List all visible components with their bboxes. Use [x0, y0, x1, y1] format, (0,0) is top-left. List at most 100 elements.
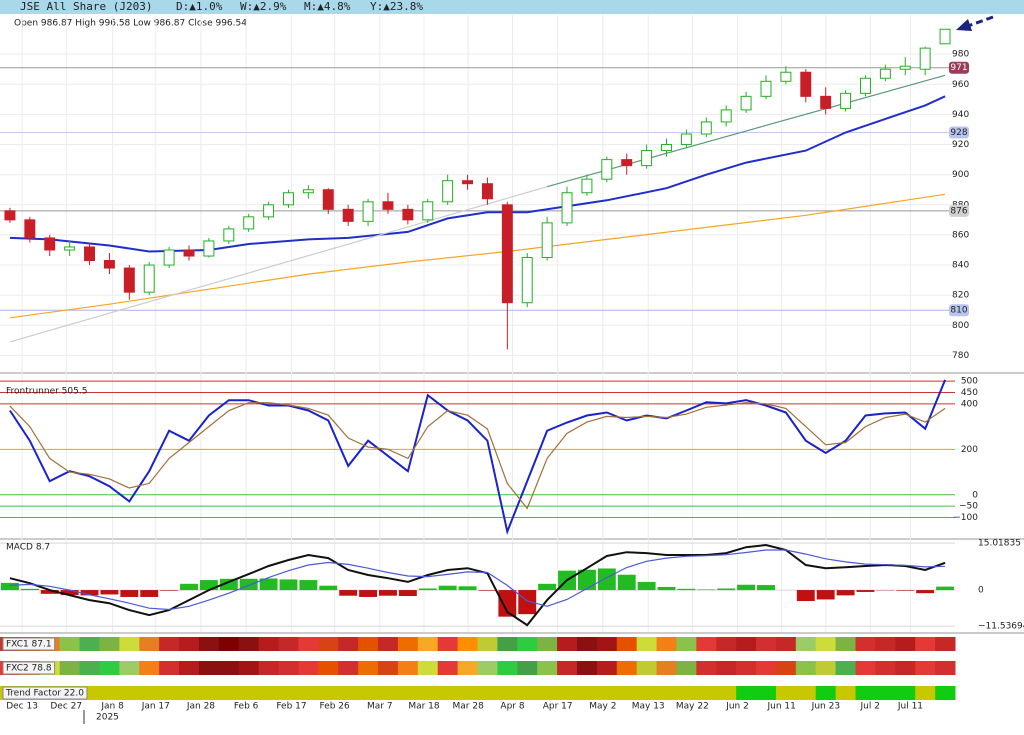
strip-title-box [2, 686, 88, 700]
heat-cell [198, 661, 220, 675]
heat-cell [497, 686, 518, 700]
heat-cell [935, 686, 956, 700]
heat-cell [656, 661, 677, 675]
level-label: 928 [950, 128, 967, 138]
candle-body [780, 71, 792, 82]
histogram-bar [319, 585, 338, 591]
heat-cell [756, 637, 777, 651]
heat-cell [716, 686, 737, 700]
heat-cell [139, 637, 160, 651]
y-tick-label: 15.01835 [978, 539, 1021, 549]
heat-cell [139, 661, 160, 675]
candle-body [521, 257, 533, 304]
heat-cell [378, 661, 399, 675]
y-tick-label: 0 [972, 490, 978, 500]
x-tick-label: Jun 11 [767, 702, 796, 712]
candle-body [263, 204, 275, 218]
heat-cell [397, 637, 419, 651]
heat-cell [576, 661, 598, 675]
candle-body [820, 95, 832, 109]
histogram-bar [359, 590, 378, 597]
histogram-bar [40, 590, 59, 594]
candle-body [64, 246, 76, 251]
histogram-bar [259, 578, 278, 591]
heat-cell [119, 661, 140, 675]
heat-cell [318, 661, 339, 675]
heat-cell [557, 637, 578, 651]
x-tick-label: Feb 17 [276, 702, 306, 712]
heat-cell [218, 661, 240, 675]
heat-cell [218, 686, 240, 700]
candle-body [84, 246, 96, 262]
y-tick-label: 500 [961, 377, 978, 387]
heat-cell [915, 637, 936, 651]
candle-body [919, 47, 931, 70]
y-tick-label: 860 [952, 230, 969, 240]
x-tick-label: Jan 8 [100, 702, 124, 712]
y-tick-label: 920 [952, 140, 969, 150]
heat-cell [517, 637, 538, 651]
x-tick-label: Dec 13 [6, 702, 38, 712]
histogram-bar [299, 580, 318, 591]
candle-body [680, 133, 692, 146]
histogram-bar [538, 583, 557, 591]
heat-cell [736, 686, 757, 700]
x-tick-label: Jul 11 [897, 702, 923, 712]
heat-cell [59, 637, 81, 651]
candle-body [621, 159, 633, 167]
level-box [949, 126, 969, 139]
candle-body [481, 183, 493, 200]
histogram-bar [458, 586, 477, 591]
histogram-bar [677, 588, 696, 591]
candle-body [203, 240, 215, 257]
heat-cell [716, 637, 737, 651]
heat-cell [676, 661, 697, 675]
level-box [949, 204, 969, 217]
candle-body [700, 121, 712, 135]
heat-cell [775, 686, 797, 700]
x-tick-label: May 13 [632, 702, 665, 712]
candle-body [661, 144, 672, 152]
heat-cell [497, 661, 518, 675]
heat-cell [119, 686, 140, 700]
histogram-bar [20, 588, 39, 591]
x-tick-label: Apr 8 [500, 702, 524, 712]
candle-body [581, 178, 593, 194]
histogram-bar [160, 590, 179, 591]
ohlc-info: Open 986.87 High 996.58 Low 986.87 Close… [14, 19, 247, 29]
y-tick-label: 980 [952, 50, 969, 60]
histogram-bar [916, 590, 935, 594]
heat-cell [417, 686, 439, 700]
histogram-bar [239, 578, 258, 591]
heat-cell [139, 686, 160, 700]
candle-body [601, 159, 613, 180]
strip-title-box [2, 661, 56, 675]
series-line [9, 186, 548, 343]
heat-cell [437, 686, 459, 700]
change-day: D:▲1.0% [176, 0, 223, 13]
heat-cell [179, 686, 200, 700]
histogram-bar [577, 569, 596, 591]
heat-cell [835, 661, 857, 675]
candle-body [4, 210, 16, 221]
y-tick-label: −11.53694 [978, 622, 1024, 632]
series-line [546, 74, 946, 188]
heat-cell [298, 661, 319, 675]
heat-cell [358, 637, 379, 651]
chart-title: JSE All Share (J203) [20, 0, 152, 13]
histogram-bar [936, 586, 955, 591]
x-tick-label: May 2 [589, 702, 616, 712]
x-tick-label: Mar 18 [408, 702, 440, 712]
heat-cell [875, 686, 896, 700]
heat-cell [636, 686, 658, 700]
histogram-bar [418, 588, 437, 591]
histogram-bar [816, 590, 835, 600]
heat-cell [119, 637, 140, 651]
heat-cell [557, 686, 578, 700]
y-tick-label: 900 [952, 170, 969, 180]
histogram-bar [617, 574, 636, 591]
x-tick-label: Dec 27 [50, 702, 82, 712]
histogram-bar [697, 589, 716, 591]
heat-cell [159, 686, 180, 700]
candle-body [422, 201, 434, 221]
